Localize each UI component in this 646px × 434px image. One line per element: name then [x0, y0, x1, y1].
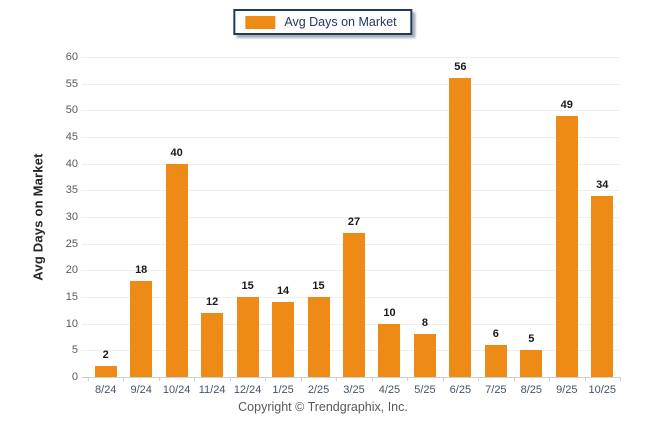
- bar: [413, 334, 436, 377]
- gridline: [82, 57, 620, 58]
- bar-value-label: 14: [276, 285, 290, 298]
- bar-value-label: 40: [170, 146, 183, 159]
- gridline: [82, 217, 620, 218]
- legend: Avg Days on Market: [233, 9, 413, 35]
- bar: [307, 297, 330, 377]
- bar-value-label: 15: [241, 280, 254, 292]
- x-tick-label: 4/25: [378, 384, 401, 396]
- y-tick-label: 45: [65, 131, 78, 143]
- bar: [236, 297, 259, 377]
- copyright-text: Copyright © Trendgraphix, Inc.: [238, 400, 408, 414]
- y-tick-label: 5: [71, 344, 78, 357]
- plot-area: 0 5 10 15 20 25 30 35 40 45 50 55 60 2 8/24 18 9/24 40 10/…: [66, 51, 621, 396]
- x-axis-tick: [300, 377, 302, 381]
- bar: [94, 366, 117, 377]
- legend-label: Avg Days on Market: [284, 15, 397, 29]
- x-axis-tick: [478, 377, 480, 381]
- y-tick-label: 60: [65, 51, 78, 63]
- bar-value-label: 34: [596, 178, 609, 191]
- x-tick-label: 2/25: [307, 384, 330, 396]
- bar-value-label: 8: [421, 317, 428, 330]
- x-axis-tick: [336, 377, 338, 381]
- bar-value-label: 49: [560, 98, 573, 111]
- gridline: [82, 190, 620, 192]
- x-tick-label: 6/25: [449, 384, 472, 396]
- y-tick-label: 0: [71, 371, 78, 383]
- x-tick-label: 8/25: [520, 384, 543, 396]
- x-axis-tick: [549, 377, 551, 381]
- x-tick-label: 8/24: [95, 384, 117, 396]
- y-tick-label: 55: [65, 77, 78, 90]
- y-tick-label: 50: [65, 104, 78, 117]
- bar-value-label: 27: [347, 216, 361, 228]
- x-axis-tick: [513, 377, 515, 381]
- gridline: [82, 110, 620, 112]
- x-axis-line: [82, 377, 620, 378]
- bar-value-label: 6: [492, 328, 499, 340]
- y-tick-label: 30: [65, 211, 78, 223]
- gridline: [82, 83, 620, 85]
- y-tick-label: 25: [65, 237, 78, 250]
- x-tick-label: 1/25: [272, 384, 294, 396]
- bar-value-label: 12: [206, 296, 219, 308]
- x-tick-label: 9/25: [556, 384, 578, 396]
- x-tick-label: 10/24: [162, 384, 191, 396]
- x-axis-tick: [371, 377, 373, 381]
- bar: [449, 78, 472, 377]
- x-tick-label: 12/24: [233, 384, 262, 396]
- x-tick-label: 7/25: [485, 384, 507, 396]
- bar: [130, 281, 153, 377]
- bar: [165, 163, 188, 377]
- bar-value-label: 15: [312, 280, 325, 292]
- bar: [484, 345, 507, 377]
- x-tick-label: 10/25: [588, 384, 617, 396]
- bar: [201, 313, 224, 377]
- y-tick-label: 40: [65, 157, 78, 170]
- x-axis-tick: [88, 377, 89, 381]
- bar-value-label: 5: [528, 333, 535, 346]
- bar: [520, 350, 543, 377]
- x-axis-tick: [265, 377, 267, 381]
- legend-swatch-icon: [245, 15, 276, 29]
- bar-value-label: 2: [102, 349, 109, 362]
- x-axis-tick: [194, 377, 196, 381]
- x-axis-tick: [123, 377, 125, 381]
- y-tick-label: 10: [65, 317, 78, 330]
- bar: [555, 115, 578, 377]
- bar-value-label: 10: [383, 306, 396, 319]
- x-axis-tick: [620, 377, 621, 381]
- x-axis-tick: [584, 377, 586, 381]
- x-tick-label: 5/25: [414, 384, 436, 396]
- bar: [343, 233, 365, 377]
- gridline: [82, 163, 620, 165]
- bar: [272, 302, 295, 377]
- y-tick-label: 20: [65, 264, 78, 277]
- bar: [378, 323, 401, 377]
- bar-value-label: 18: [135, 264, 148, 276]
- bar: [591, 195, 614, 377]
- x-axis-tick: [442, 377, 444, 381]
- x-axis-tick: [407, 377, 409, 381]
- gridline: [82, 137, 620, 138]
- y-tick-label: 35: [65, 184, 78, 197]
- x-tick-label: 9/24: [130, 384, 152, 396]
- x-tick-label: 11/24: [198, 384, 226, 396]
- bar-value-label: 56: [454, 61, 467, 74]
- x-axis-tick: [158, 377, 160, 381]
- y-tick-label: 15: [65, 291, 78, 303]
- x-tick-label: 3/25: [343, 384, 365, 396]
- x-axis-tick: [229, 377, 231, 381]
